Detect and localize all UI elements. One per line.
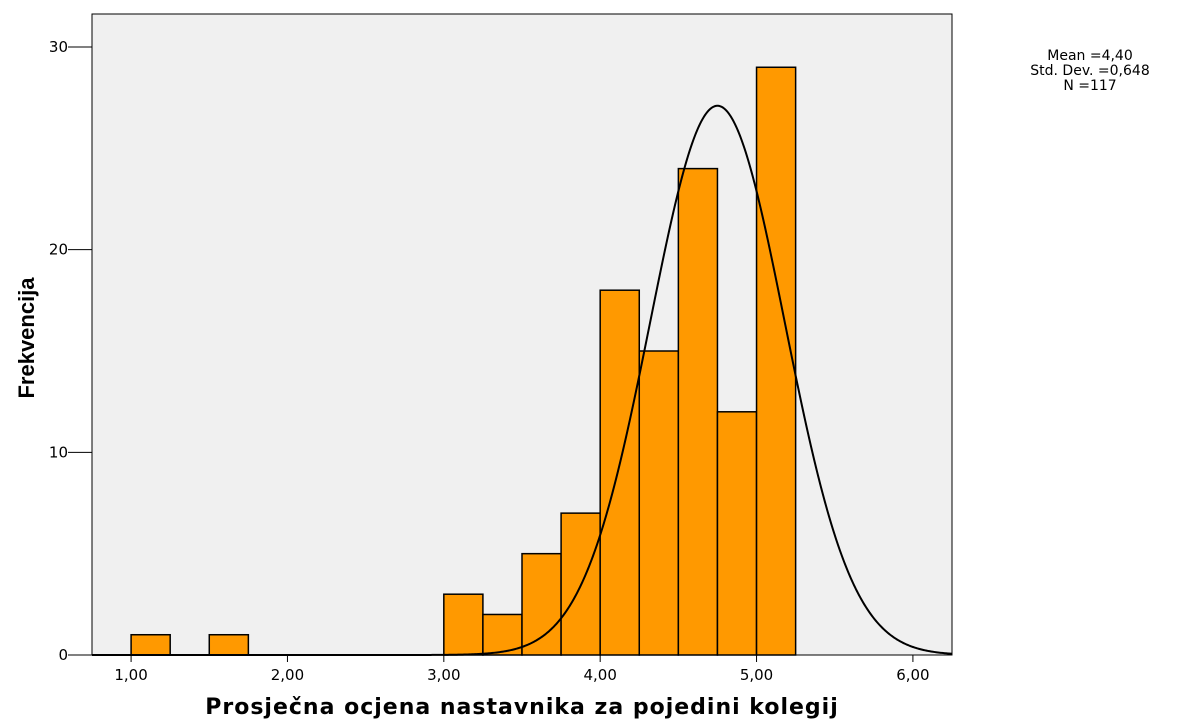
histogram-bar <box>521 552 562 656</box>
stats-line: Mean =4,40 <box>1047 48 1133 64</box>
y-axis-label: Frekvencija <box>14 277 39 399</box>
x-tick-label: 3,00 <box>427 666 460 684</box>
y-axis: 0 10 20 30 <box>49 38 92 664</box>
y-tick-label: 30 <box>49 38 68 56</box>
histogram-bar <box>599 289 641 656</box>
histogram-bar <box>755 66 797 656</box>
y-tick-label: 20 <box>49 241 68 259</box>
histogram-bar <box>130 633 171 656</box>
plot-area <box>92 14 952 655</box>
stats-line: N =117 <box>1063 78 1116 94</box>
x-axis: 1,00 2,00 3,00 4,00 5,00 6,00 <box>114 655 930 684</box>
bars-group <box>130 66 797 656</box>
histogram-bar <box>443 593 484 656</box>
histogram-bar <box>208 633 250 656</box>
x-tick-label: 5,00 <box>740 666 773 684</box>
x-tick-label: 6,00 <box>896 666 929 684</box>
y-tick-label: 10 <box>49 443 68 461</box>
histogram-bar <box>716 411 758 656</box>
x-axis-label: Prosječna ocjena nastavnika za pojedini … <box>205 695 839 720</box>
x-tick-label: 4,00 <box>583 666 616 684</box>
x-tick-label: 2,00 <box>271 666 304 684</box>
x-tick-label: 1,00 <box>114 666 147 684</box>
histogram-bar <box>638 350 680 656</box>
y-tick-label: 0 <box>58 646 68 664</box>
stats-line: Std. Dev. =0,648 <box>1030 63 1149 79</box>
plot-frame <box>91 13 953 656</box>
histogram-bar <box>677 167 719 656</box>
